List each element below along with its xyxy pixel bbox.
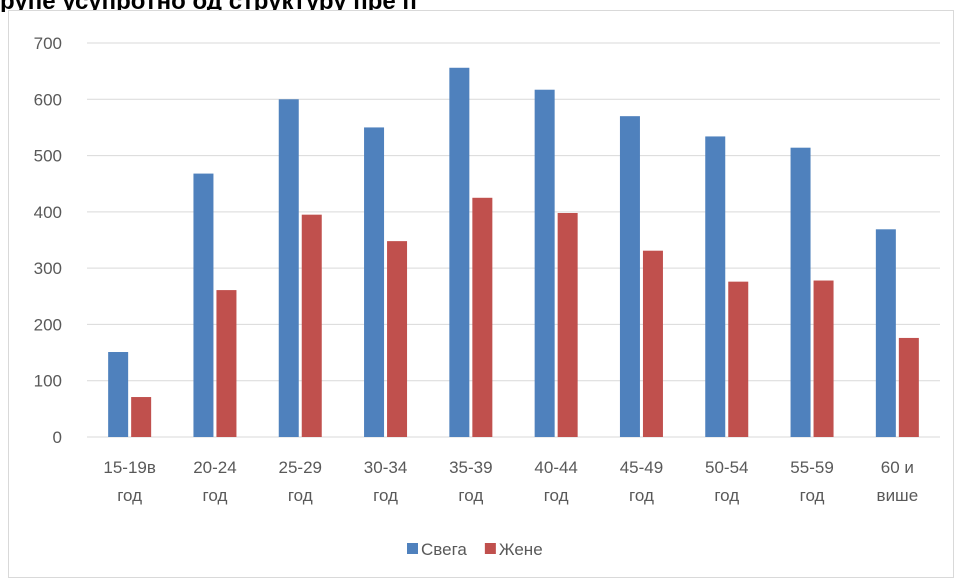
y-tick-label: 0 [53, 428, 62, 447]
legend-swatch [407, 543, 418, 554]
y-tick-label: 300 [34, 259, 62, 278]
y-tick-label: 200 [34, 315, 62, 334]
bar [193, 173, 214, 437]
bar [619, 116, 640, 438]
bar [642, 250, 663, 437]
x-tick-label: год [373, 486, 398, 505]
x-tick-label: год [203, 486, 228, 505]
bar [131, 397, 152, 437]
legend-label: Свега [421, 540, 467, 559]
bar [301, 214, 322, 437]
bar [278, 99, 299, 438]
bar [875, 229, 896, 437]
y-tick-label: 700 [34, 34, 62, 53]
bar [790, 147, 811, 438]
bar [813, 280, 834, 437]
x-tick-label: год [714, 486, 739, 505]
bar [449, 67, 470, 437]
legend-swatch [484, 543, 496, 554]
y-tick-label: 500 [34, 147, 62, 166]
x-tick-label: 50-54 [705, 458, 748, 477]
bar [108, 352, 129, 437]
y-tick-label: 600 [34, 90, 62, 109]
bar [705, 136, 726, 438]
x-tick-label: год [629, 486, 654, 505]
x-tick-label: више [877, 486, 919, 505]
x-tick-label: год [800, 486, 825, 505]
x-tick-label: 40-44 [534, 458, 577, 477]
y-tick-label: 400 [34, 203, 62, 222]
bar [728, 281, 749, 437]
legend-label: Жене [499, 540, 543, 559]
bar [557, 212, 578, 437]
x-tick-label: год [544, 486, 569, 505]
y-tick-label: 100 [34, 372, 62, 391]
x-tick-label: год [288, 486, 313, 505]
x-tick-label: 30-34 [364, 458, 407, 477]
chart-title-text: рупе усупротно од структуру пре п [0, 0, 417, 12]
chart-title-cropped: рупе усупротно од структуру пре п [0, 0, 959, 12]
x-tick-label: 55-59 [790, 458, 833, 477]
x-tick-label: 20-24 [193, 458, 236, 477]
x-tick-label: год [117, 486, 142, 505]
bar [216, 290, 237, 437]
bar [898, 337, 919, 437]
x-tick-label: 60 и [881, 458, 914, 477]
x-tick-label: 45-49 [620, 458, 663, 477]
bar [534, 89, 555, 438]
bar [364, 127, 385, 437]
bar [472, 197, 493, 437]
x-tick-label: 15-19в [103, 458, 156, 477]
bar [387, 241, 408, 437]
x-tick-label: 35-39 [449, 458, 492, 477]
x-tick-label: год [458, 486, 483, 505]
x-tick-label: 25-29 [279, 458, 322, 477]
